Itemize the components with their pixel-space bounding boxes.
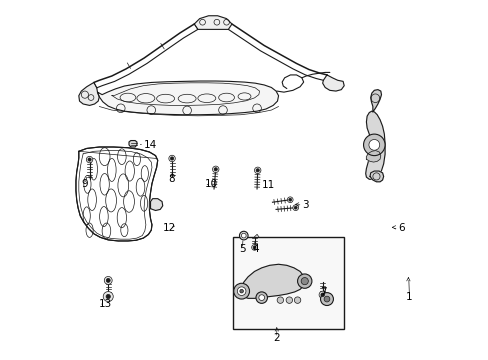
Circle shape <box>294 206 297 209</box>
Text: 1: 1 <box>406 292 412 302</box>
Circle shape <box>324 296 329 302</box>
Circle shape <box>292 205 298 211</box>
Polygon shape <box>150 199 163 211</box>
Circle shape <box>86 156 93 163</box>
Circle shape <box>277 297 283 303</box>
Text: 11: 11 <box>261 180 274 190</box>
Circle shape <box>241 233 245 238</box>
Circle shape <box>239 289 243 293</box>
Text: 14: 14 <box>144 140 157 150</box>
Circle shape <box>88 158 91 161</box>
Circle shape <box>288 198 291 201</box>
Polygon shape <box>365 111 384 179</box>
Circle shape <box>368 139 379 150</box>
Circle shape <box>168 155 175 162</box>
Polygon shape <box>76 147 158 241</box>
Circle shape <box>294 297 300 303</box>
Circle shape <box>320 293 333 306</box>
Circle shape <box>320 293 324 297</box>
Circle shape <box>106 278 110 282</box>
Text: 8: 8 <box>168 174 175 184</box>
Text: 7: 7 <box>320 287 326 297</box>
Circle shape <box>237 287 245 296</box>
Circle shape <box>254 167 261 174</box>
Circle shape <box>253 246 255 249</box>
Circle shape <box>214 168 217 171</box>
Circle shape <box>170 157 173 160</box>
Text: 13: 13 <box>99 299 112 309</box>
Polygon shape <box>129 140 137 147</box>
Circle shape <box>256 169 259 172</box>
Polygon shape <box>97 81 278 115</box>
Polygon shape <box>366 150 380 162</box>
Circle shape <box>103 292 113 302</box>
Text: 10: 10 <box>204 179 217 189</box>
Text: 12: 12 <box>163 224 176 233</box>
Circle shape <box>255 292 267 303</box>
Polygon shape <box>241 264 304 298</box>
Circle shape <box>239 231 247 240</box>
Circle shape <box>287 197 292 203</box>
Text: 5: 5 <box>239 244 245 254</box>
Circle shape <box>301 278 308 285</box>
Circle shape <box>319 291 325 298</box>
Text: 6: 6 <box>398 224 405 233</box>
Text: 3: 3 <box>302 200 308 210</box>
Circle shape <box>258 295 264 301</box>
Circle shape <box>104 276 112 284</box>
Circle shape <box>251 244 257 250</box>
Circle shape <box>363 134 384 156</box>
Polygon shape <box>370 90 381 112</box>
Circle shape <box>106 294 110 299</box>
Text: 2: 2 <box>273 333 280 343</box>
Polygon shape <box>322 75 344 91</box>
Text: 4: 4 <box>251 244 258 254</box>
Polygon shape <box>369 171 383 182</box>
Polygon shape <box>79 82 99 105</box>
Polygon shape <box>194 16 231 30</box>
FancyBboxPatch shape <box>233 237 344 329</box>
Circle shape <box>285 297 292 303</box>
Circle shape <box>297 274 311 288</box>
Circle shape <box>212 166 219 172</box>
Text: 9: 9 <box>81 179 88 189</box>
Circle shape <box>233 283 249 299</box>
